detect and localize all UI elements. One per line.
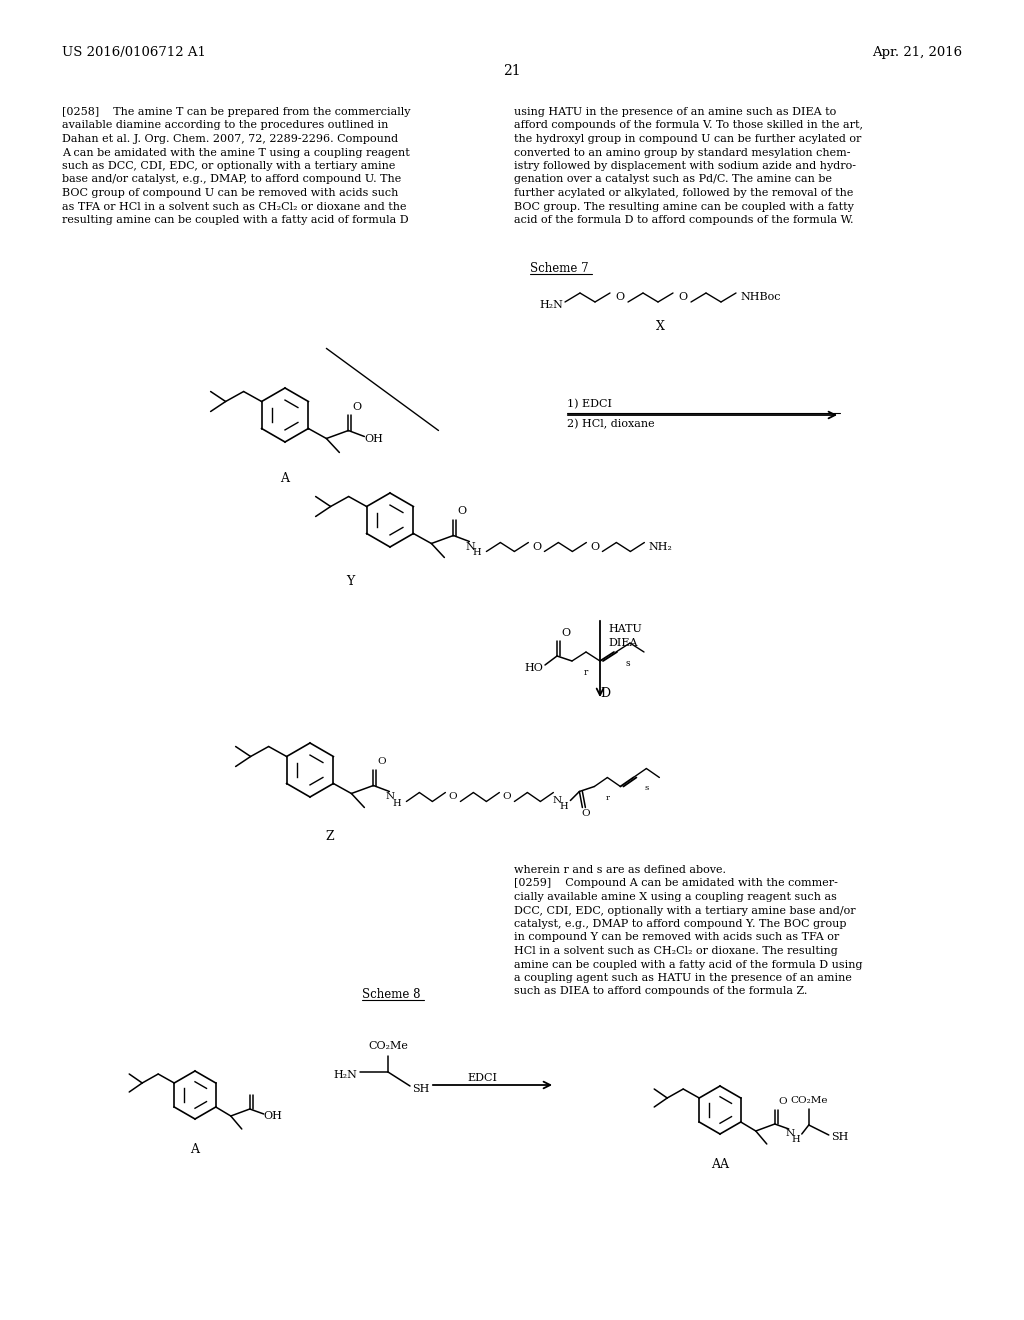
Text: [0258]    The amine T can be prepared from the commercially: [0258] The amine T can be prepared from … <box>62 107 411 117</box>
Text: s: s <box>644 784 648 792</box>
Text: Apr. 21, 2016: Apr. 21, 2016 <box>871 46 962 59</box>
Text: O: O <box>615 292 624 302</box>
Text: OH: OH <box>365 433 383 444</box>
Text: such as DCC, CDI, EDC, or optionally with a tertiary amine: such as DCC, CDI, EDC, or optionally wit… <box>62 161 395 172</box>
Text: CO₂Me: CO₂Me <box>368 1041 408 1051</box>
Text: [0259]    Compound A can be amidated with the commer-: [0259] Compound A can be amidated with t… <box>514 879 838 888</box>
Text: wherein r and s are as defined above.: wherein r and s are as defined above. <box>514 865 726 875</box>
Text: O: O <box>503 792 511 801</box>
Text: O: O <box>458 507 467 516</box>
Text: H: H <box>392 799 400 808</box>
Text: N: N <box>785 1130 795 1138</box>
Text: acid of the formula D to afford compounds of the formula W.: acid of the formula D to afford compound… <box>514 215 853 224</box>
Text: r: r <box>584 668 588 677</box>
Text: AA: AA <box>711 1158 729 1171</box>
Text: 1) EDCI: 1) EDCI <box>567 399 612 409</box>
Text: Dahan et al. J. Org. Chem. 2007, 72, 2289-2296. Compound: Dahan et al. J. Org. Chem. 2007, 72, 228… <box>62 135 398 144</box>
Text: available diamine according to the procedures outlined in: available diamine according to the proce… <box>62 120 388 131</box>
Text: O: O <box>581 809 590 818</box>
Text: H: H <box>792 1135 800 1144</box>
Text: A: A <box>281 473 290 484</box>
Text: EDCI: EDCI <box>467 1073 497 1082</box>
Text: the hydroxyl group in compound U can be further acylated or: the hydroxyl group in compound U can be … <box>514 135 861 144</box>
Text: 2) HCl, dioxane: 2) HCl, dioxane <box>567 418 654 429</box>
Text: 21: 21 <box>503 63 521 78</box>
Text: catalyst, e.g., DMAP to afford compound Y. The BOC group: catalyst, e.g., DMAP to afford compound … <box>514 919 847 929</box>
Text: HO: HO <box>524 663 543 673</box>
Text: as TFA or HCl in a solvent such as CH₂Cl₂ or dioxane and the: as TFA or HCl in a solvent such as CH₂Cl… <box>62 202 407 211</box>
Text: N: N <box>386 792 395 801</box>
Text: A can be amidated with the amine T using a coupling reagent: A can be amidated with the amine T using… <box>62 148 410 157</box>
Text: NH₂: NH₂ <box>648 541 673 552</box>
Text: N: N <box>466 541 475 552</box>
Text: O: O <box>779 1097 787 1106</box>
Text: further acylated or alkylated, followed by the removal of the: further acylated or alkylated, followed … <box>514 187 853 198</box>
Text: H₂N: H₂N <box>333 1071 357 1080</box>
Text: HCl in a solvent such as CH₂Cl₂ or dioxane. The resulting: HCl in a solvent such as CH₂Cl₂ or dioxa… <box>514 946 838 956</box>
Text: BOC group. The resulting amine can be coupled with a fatty: BOC group. The resulting amine can be co… <box>514 202 854 211</box>
Text: X: X <box>655 319 665 333</box>
Text: H₂N: H₂N <box>539 300 563 310</box>
Text: using HATU in the presence of an amine such as DIEA to: using HATU in the presence of an amine s… <box>514 107 837 117</box>
Text: amine can be coupled with a fatty acid of the formula D using: amine can be coupled with a fatty acid o… <box>514 960 862 969</box>
Text: BOC group of compound U can be removed with acids such: BOC group of compound U can be removed w… <box>62 187 398 198</box>
Text: H: H <box>559 803 567 810</box>
Text: O: O <box>532 541 542 552</box>
Text: A: A <box>190 1143 200 1156</box>
Text: NHBoc: NHBoc <box>740 292 780 302</box>
Text: genation over a catalyst such as Pd/C. The amine can be: genation over a catalyst such as Pd/C. T… <box>514 174 831 185</box>
Text: O: O <box>449 792 457 801</box>
Text: O: O <box>352 401 361 412</box>
Text: afford compounds of the formula V. To those skilled in the art,: afford compounds of the formula V. To th… <box>514 120 863 131</box>
Text: O: O <box>678 292 687 302</box>
Text: istry followed by displacement with sodium azide and hydro-: istry followed by displacement with sodi… <box>514 161 856 172</box>
Text: such as DIEA to afford compounds of the formula Z.: such as DIEA to afford compounds of the … <box>514 986 807 997</box>
Text: OH: OH <box>264 1111 283 1121</box>
Text: HATU: HATU <box>608 624 642 634</box>
Text: SH: SH <box>412 1084 429 1094</box>
Text: H: H <box>472 548 480 557</box>
Text: Scheme 8: Scheme 8 <box>362 987 421 1001</box>
Text: SH: SH <box>830 1133 848 1142</box>
Text: D: D <box>600 686 610 700</box>
Text: a coupling agent such as HATU in the presence of an amine: a coupling agent such as HATU in the pre… <box>514 973 852 983</box>
Text: cially available amine X using a coupling reagent such as: cially available amine X using a couplin… <box>514 892 837 902</box>
Text: DIEA: DIEA <box>608 638 638 648</box>
Text: Y: Y <box>346 576 354 587</box>
Text: O: O <box>561 628 570 638</box>
Text: r: r <box>605 793 609 801</box>
Text: US 2016/0106712 A1: US 2016/0106712 A1 <box>62 46 206 59</box>
Text: base and/or catalyst, e.g., DMAP, to afford compound U. The: base and/or catalyst, e.g., DMAP, to aff… <box>62 174 401 185</box>
Text: resulting amine can be coupled with a fatty acid of formula D: resulting amine can be coupled with a fa… <box>62 215 409 224</box>
Text: N: N <box>553 796 562 805</box>
Text: DCC, CDI, EDC, optionally with a tertiary amine base and/or: DCC, CDI, EDC, optionally with a tertiar… <box>514 906 856 916</box>
Text: s: s <box>626 659 631 668</box>
Text: Z: Z <box>326 830 334 843</box>
Text: O: O <box>378 756 386 766</box>
Text: O: O <box>591 541 599 552</box>
Text: in compound Y can be removed with acids such as TFA or: in compound Y can be removed with acids … <box>514 932 840 942</box>
Text: CO₂Me: CO₂Me <box>791 1096 827 1105</box>
Text: Scheme 7: Scheme 7 <box>530 261 589 275</box>
Text: converted to an amino group by standard mesylation chem-: converted to an amino group by standard … <box>514 148 851 157</box>
